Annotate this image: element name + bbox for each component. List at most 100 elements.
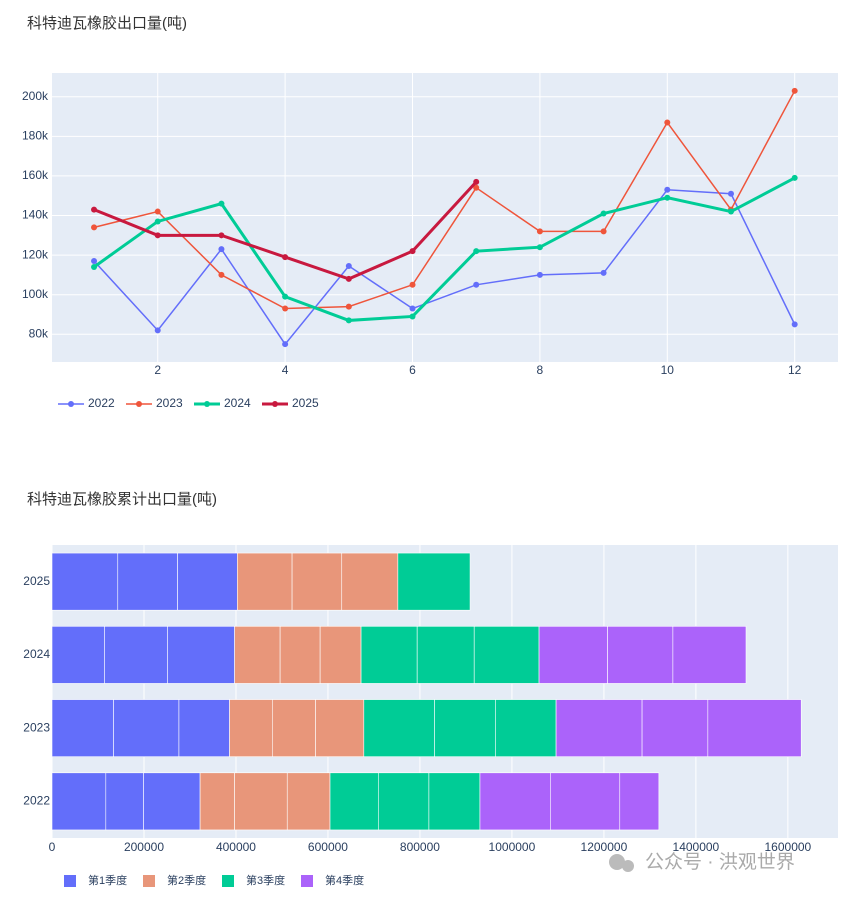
point xyxy=(536,228,543,235)
bar-segment xyxy=(143,772,201,831)
x-tick-label: 600000 xyxy=(308,840,348,854)
point xyxy=(409,248,416,255)
point xyxy=(791,87,798,94)
bar-segment xyxy=(479,772,551,831)
x-tick-label: 1000000 xyxy=(489,840,536,854)
point xyxy=(345,262,352,269)
bar-segment xyxy=(199,772,235,831)
point xyxy=(345,275,352,282)
point xyxy=(664,186,671,193)
bar-segment xyxy=(555,699,643,757)
bar-segment xyxy=(329,772,379,831)
point xyxy=(218,271,225,278)
point xyxy=(473,178,480,185)
bar-segment xyxy=(428,772,481,831)
bar-segment xyxy=(291,552,343,611)
y-tick-label: 120k xyxy=(22,247,49,261)
chart-title: 科特迪瓦橡胶累计出口量(吨) xyxy=(27,491,217,508)
watermark: 公众号 · 洪观世界 xyxy=(645,851,795,873)
series-line xyxy=(93,90,796,310)
legend-swatch xyxy=(68,401,74,407)
x-tick-label: 4 xyxy=(282,363,289,377)
point xyxy=(282,341,289,348)
y-tick-label: 200k xyxy=(22,89,49,103)
x-tick-label: 2 xyxy=(154,363,161,377)
point xyxy=(282,293,289,300)
bar-segment xyxy=(51,772,107,831)
y-tick-label: 180k xyxy=(22,129,49,143)
bar-segment xyxy=(51,699,114,757)
legend-label: 第4季度 xyxy=(325,873,364,887)
y-tick-label: 80k xyxy=(29,326,49,340)
bar-segment xyxy=(272,699,316,757)
bar-segment xyxy=(117,552,178,611)
x-tick-label: 12 xyxy=(788,363,802,377)
point xyxy=(218,232,225,239)
legend-label: 2024 xyxy=(224,396,251,410)
legend-swatch xyxy=(301,875,313,887)
bar-segment xyxy=(707,699,802,757)
series-line xyxy=(93,189,796,346)
bar-segment xyxy=(113,699,180,757)
chart-title: 科特迪瓦橡胶出口量(吨) xyxy=(27,15,187,32)
y-tick-label: 140k xyxy=(22,208,49,222)
bar-segment xyxy=(279,626,321,684)
point xyxy=(600,228,607,235)
x-tick-label: 200000 xyxy=(124,840,164,854)
legend-swatch xyxy=(136,401,142,407)
legend-swatch xyxy=(64,875,76,887)
x-tick-label: 8 xyxy=(537,363,544,377)
legend-swatch xyxy=(143,875,155,887)
point xyxy=(218,246,225,253)
point xyxy=(664,119,671,126)
point xyxy=(409,281,416,288)
bar-segment xyxy=(178,699,230,757)
bar-segment xyxy=(641,699,709,757)
bar-segment xyxy=(619,772,660,831)
bar-segment xyxy=(363,699,435,757)
point xyxy=(791,174,798,181)
point xyxy=(727,190,734,197)
y-tick-label: 2023 xyxy=(23,720,50,734)
bar-segment xyxy=(607,626,674,684)
point xyxy=(536,244,543,251)
point xyxy=(600,210,607,217)
legend-label: 2022 xyxy=(88,396,115,410)
point xyxy=(600,269,607,276)
series-line xyxy=(93,176,796,322)
bar-segment xyxy=(319,626,362,684)
point xyxy=(154,327,161,334)
bar-segment xyxy=(360,626,418,684)
y-tick-label: 160k xyxy=(22,168,49,182)
point xyxy=(345,303,352,310)
x-tick-label: 1200000 xyxy=(581,840,628,854)
legend-label: 第3季度 xyxy=(246,873,285,887)
point xyxy=(345,317,352,324)
x-tick-label: 6 xyxy=(409,363,416,377)
bar-segment xyxy=(315,699,365,757)
bar-segment xyxy=(51,552,119,611)
bar-segment xyxy=(378,772,430,831)
bar-segment xyxy=(495,699,557,757)
legend-swatch xyxy=(222,875,234,887)
watermark-icon xyxy=(609,854,634,872)
bar-segment xyxy=(473,626,540,684)
legend-label: 2023 xyxy=(156,396,183,410)
legend-label: 第1季度 xyxy=(88,873,127,887)
bar-segment xyxy=(237,552,293,611)
point xyxy=(664,194,671,201)
point xyxy=(282,305,289,312)
bar-segment xyxy=(538,626,608,684)
x-tick-label: 400000 xyxy=(216,840,256,854)
bar-segment xyxy=(416,626,475,684)
point xyxy=(473,248,480,255)
point xyxy=(536,271,543,278)
x-tick-label: 0 xyxy=(49,840,56,854)
bar-segment xyxy=(177,552,238,611)
y-tick-label: 2024 xyxy=(23,647,50,661)
bar-segment xyxy=(672,626,747,684)
x-tick-label: 1400000 xyxy=(673,840,720,854)
point xyxy=(727,208,734,215)
legend-label: 2025 xyxy=(292,396,319,410)
